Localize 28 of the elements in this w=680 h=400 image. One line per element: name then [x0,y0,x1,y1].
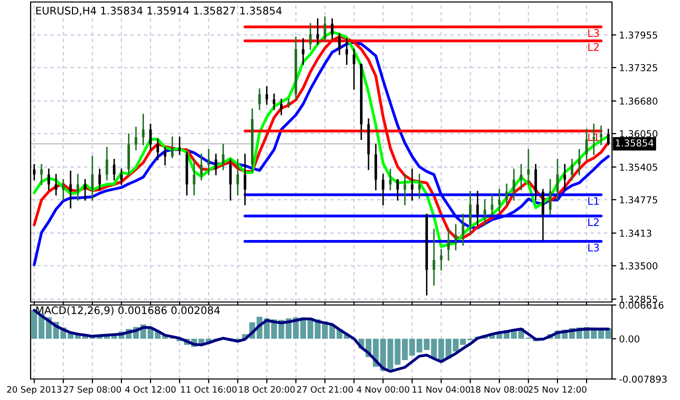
x-tick-label: 18 Nov 08:00 [470,386,528,393]
series-label: L3 [588,29,599,38]
y-tick-label: 1.34775 [620,196,658,204]
series-label: L2 [588,43,599,51]
series-label: L1 [588,197,599,205]
y-tick-label: 0.00 [620,335,640,342]
x-tick-label: 4 Nov 00:00 [356,386,410,393]
x-tick-label: 18 Oct 20:00 [239,386,295,393]
y-tick-label: 1.35405 [620,164,658,171]
y-tick-label: 1.37325 [620,64,658,72]
x-tick-label: 4 Oct 12:00 [125,386,176,393]
x-tick-label: 11 Oct 16:00 [181,386,237,393]
y-tick-label: 1.3413 [620,230,652,237]
y-tick-label: 1.33500 [620,262,658,270]
y-tick-label: -0.007893 [619,376,667,383]
x-tick-label: 25 Nov 12:00 [528,386,586,393]
x-tick-label: 27 Oct 21:00 [297,386,353,393]
chart-title: EURUSD,H4 1.35834 1.35914 1.35827 1.35854 [36,6,282,16]
x-tick-label: 11 Nov 04:00 [412,386,470,393]
ref-line-label: 1.35854 [616,139,654,146]
x-tick-label: 27 Sep 08:00 [64,386,121,394]
series-label: L2 [588,218,599,226]
y-tick-label: 1.36050 [620,130,658,138]
y-tick-label: 1.36680 [620,98,658,105]
y-tick-label: 1.37955 [620,31,658,39]
series-label: L3 [588,244,599,252]
chart-title: MACD(12,26,9) 0.001686 0.002084 [36,306,220,316]
x-tick-label: 20 Sep 2013 [7,386,62,394]
